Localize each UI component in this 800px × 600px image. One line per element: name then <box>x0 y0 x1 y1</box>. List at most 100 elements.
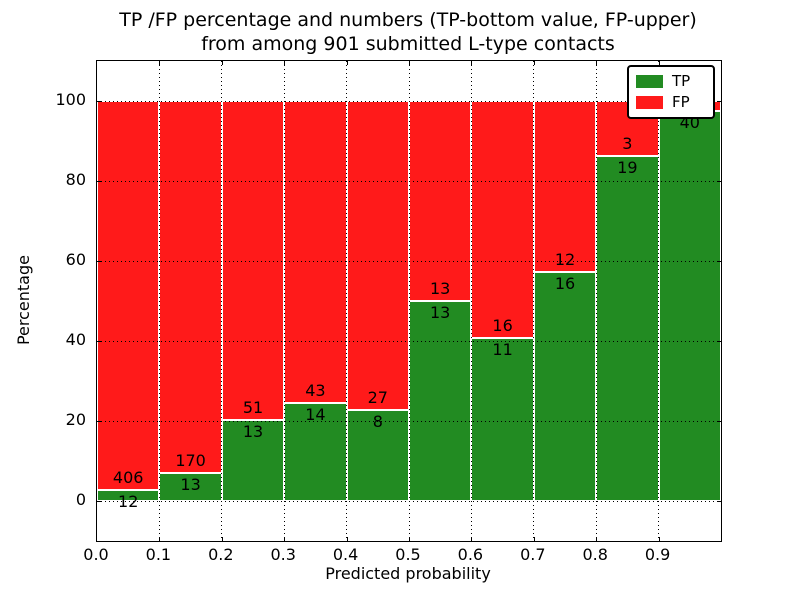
y-tick-mark <box>717 261 721 262</box>
y-tick-mark <box>717 341 721 342</box>
y-tick-label: 40 <box>65 330 86 349</box>
tp-color-swatch <box>636 75 663 88</box>
x-tick-mark <box>409 537 410 541</box>
vertical-gridline <box>346 61 348 541</box>
vertical-gridline <box>283 61 285 541</box>
y-axis-label: Percentage <box>14 255 33 346</box>
y-tick-mark <box>717 181 721 182</box>
tp-bar-segment <box>409 301 472 501</box>
x-tick-label: 0.3 <box>270 545 296 564</box>
legend-item-fp: FP <box>636 92 706 113</box>
tp-bar-segment <box>346 409 409 501</box>
y-tick-mark <box>97 181 101 182</box>
y-tick-label: 100 <box>55 90 86 109</box>
x-tick-mark <box>658 537 660 541</box>
fp-bar-segment <box>159 101 222 473</box>
x-tick-mark <box>284 537 286 541</box>
tp-count-label: 11 <box>492 340 513 360</box>
vertical-gridline <box>595 61 597 541</box>
x-tick-mark <box>159 537 161 541</box>
x-tick-mark <box>159 61 161 65</box>
tp-count-label: 13 <box>242 421 264 441</box>
legend-item-tp: TP <box>636 71 706 92</box>
y-tick-mark <box>97 421 101 422</box>
x-tick-label: 0.1 <box>145 545 172 564</box>
tp-bar-segment <box>658 110 721 501</box>
fp-count-label: 43 <box>305 380 326 400</box>
tp-count-label: 12 <box>118 491 139 511</box>
x-axis-label: Predicted probability <box>325 564 491 583</box>
plot-area: 406 12 170 13 51 13 43 14 27 8 13 13 16 11 12 16 3 19 40 <box>96 60 722 542</box>
fp-count-label: 16 <box>492 316 513 336</box>
fp-bar-segment <box>97 101 160 490</box>
fp-count-label: 27 <box>367 387 388 407</box>
chart-title-line1: TP /FP percentage and numbers (TP-bottom… <box>119 9 697 31</box>
x-tick-mark <box>533 61 535 65</box>
fp-count-label: 13 <box>430 279 451 298</box>
fp-bar-segment <box>409 101 472 301</box>
fp-count-label: 12 <box>554 250 576 270</box>
x-tick-label: 0.4 <box>332 545 359 564</box>
vertical-gridline <box>221 61 223 541</box>
vertical-gridline <box>533 61 535 541</box>
fp-color-swatch <box>636 96 663 109</box>
tp-bar-segment <box>533 272 597 501</box>
x-tick-mark <box>221 61 223 65</box>
y-tick-mark <box>97 101 101 102</box>
legend: TP FP <box>627 65 715 119</box>
fp-count-label: 51 <box>242 397 264 417</box>
x-tick-mark <box>533 537 535 541</box>
fp-bar-segment <box>284 101 347 403</box>
tp-bar-segment <box>596 155 659 501</box>
fp-bar-segment <box>346 101 409 410</box>
horizontal-gridline <box>97 341 721 342</box>
x-tick-mark <box>221 537 223 541</box>
horizontal-gridline <box>97 261 721 262</box>
x-tick-mark <box>409 61 410 65</box>
fp-bar-segment <box>533 101 597 273</box>
x-tick-mark <box>346 537 348 541</box>
vertical-gridline <box>658 61 660 541</box>
x-tick-label: 0.9 <box>644 545 671 564</box>
fp-bar-segment <box>471 101 534 339</box>
tp-bar-segment <box>159 472 222 501</box>
horizontal-gridline <box>97 421 721 422</box>
x-tick-mark <box>596 61 598 65</box>
fp-count-label: 170 <box>175 450 206 470</box>
y-tick-mark <box>97 341 101 342</box>
y-tick-label: 0 <box>75 490 86 509</box>
x-tick-label: 0.7 <box>520 545 546 564</box>
tp-bar-segment <box>284 402 347 501</box>
x-tick-label: 0.0 <box>83 545 109 564</box>
legend-label-fp: FP <box>672 93 690 111</box>
y-tick-label: 80 <box>65 170 86 189</box>
tp-bar-segment <box>97 489 160 501</box>
tp-bar-segment <box>221 419 285 501</box>
x-tick-mark <box>471 61 473 65</box>
tp-bar-segment <box>471 338 534 501</box>
x-tick-mark <box>596 537 598 541</box>
x-tick-label: 0.6 <box>457 545 484 564</box>
tp-count-label: 8 <box>372 411 383 431</box>
horizontal-gridline <box>97 501 721 502</box>
y-tick-label: 20 <box>65 410 86 429</box>
vertical-gridline <box>158 61 160 541</box>
horizontal-gridline <box>97 101 721 102</box>
fp-count-label: 406 <box>112 467 144 487</box>
x-tick-mark <box>471 537 473 541</box>
y-tick-mark <box>717 501 721 502</box>
tp-count-label: 16 <box>554 274 576 294</box>
x-tick-mark <box>284 61 286 65</box>
vertical-gridline <box>470 61 472 541</box>
tp-count-label: 13 <box>180 474 201 494</box>
x-tick-label: 0.2 <box>208 545 234 564</box>
y-tick-mark <box>97 261 101 262</box>
x-tick-mark <box>346 61 348 65</box>
x-tick-mark <box>658 61 660 65</box>
legend-label-tp: TP <box>672 72 691 90</box>
tp-count-label: 13 <box>430 303 451 322</box>
y-tick-mark <box>97 501 101 502</box>
tp-count-label: 19 <box>617 157 638 177</box>
chart-title-line2: from among 901 submitted L-type contacts <box>201 33 615 55</box>
y-tick-label: 60 <box>65 250 86 269</box>
